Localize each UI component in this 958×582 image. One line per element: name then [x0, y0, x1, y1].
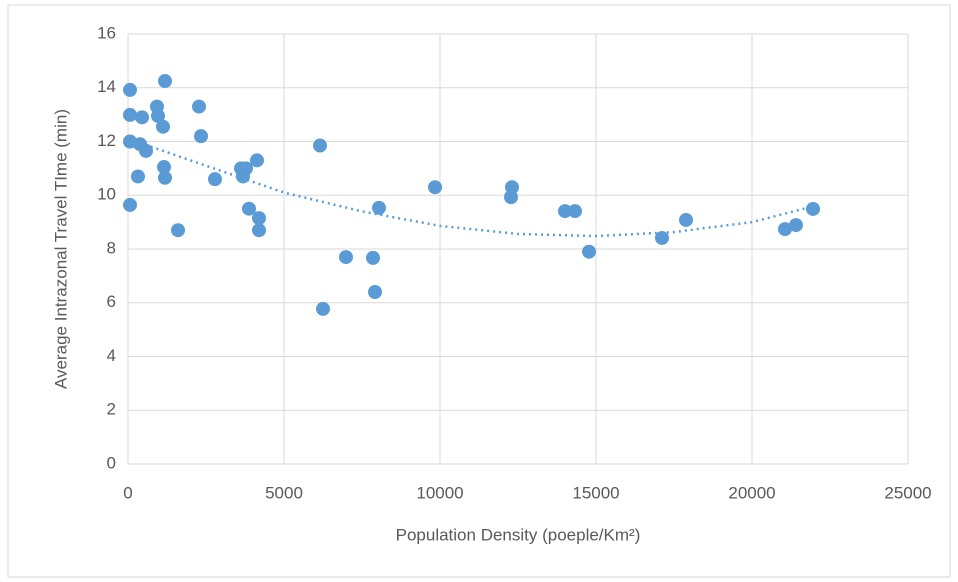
point: [156, 119, 171, 134]
point: [338, 250, 353, 265]
point: [135, 110, 150, 125]
point: [151, 108, 166, 123]
point: [654, 230, 669, 245]
point: [252, 211, 267, 226]
x-tick-label: 20000: [728, 483, 775, 502]
x-tick-label: 25000: [884, 483, 931, 502]
point: [158, 170, 173, 185]
x-tick-label: 15000: [572, 483, 619, 502]
point: [316, 301, 330, 316]
point: [157, 160, 172, 175]
x-tick-label: 10000: [416, 483, 463, 502]
point: [582, 244, 597, 259]
point: [122, 197, 137, 212]
point: [679, 212, 694, 227]
chart-border: [7, 4, 951, 578]
point: [194, 129, 209, 144]
point: [241, 201, 256, 216]
y-tick-label: 0: [107, 453, 116, 472]
point: [171, 223, 186, 238]
point: [805, 201, 820, 216]
point: [372, 200, 387, 215]
point: [158, 74, 173, 89]
point: [788, 218, 803, 233]
point: [428, 180, 443, 195]
point: [122, 82, 137, 97]
point: [557, 204, 572, 219]
point: [778, 222, 793, 237]
y-tick-label: 12: [97, 131, 116, 150]
point: [504, 190, 519, 205]
point: [192, 99, 207, 114]
x-tick-label: 0: [123, 483, 132, 502]
y-tick-label: 16: [97, 23, 116, 42]
point: [313, 138, 328, 153]
x-tick-label: 5000: [265, 483, 303, 502]
y-axis-title: Average Intrazonal Travel TIme (min): [51, 109, 70, 389]
point: [250, 153, 265, 168]
y-tick-label: 10: [97, 185, 116, 204]
y-tick-label: 2: [107, 400, 116, 419]
point: [366, 250, 381, 265]
point: [207, 172, 222, 187]
y-tick-label: 14: [97, 77, 116, 96]
y-tick-label: 8: [107, 238, 116, 257]
y-tick-label: 6: [107, 292, 116, 311]
point: [568, 204, 583, 219]
point: [238, 161, 253, 176]
x-axis-title: Population Density (poeple/Km²): [396, 525, 641, 544]
point: [368, 285, 383, 299]
point: [252, 223, 267, 238]
y-tick-label: 4: [107, 346, 116, 365]
point: [130, 169, 145, 184]
point: [122, 107, 137, 122]
point: [139, 143, 154, 158]
